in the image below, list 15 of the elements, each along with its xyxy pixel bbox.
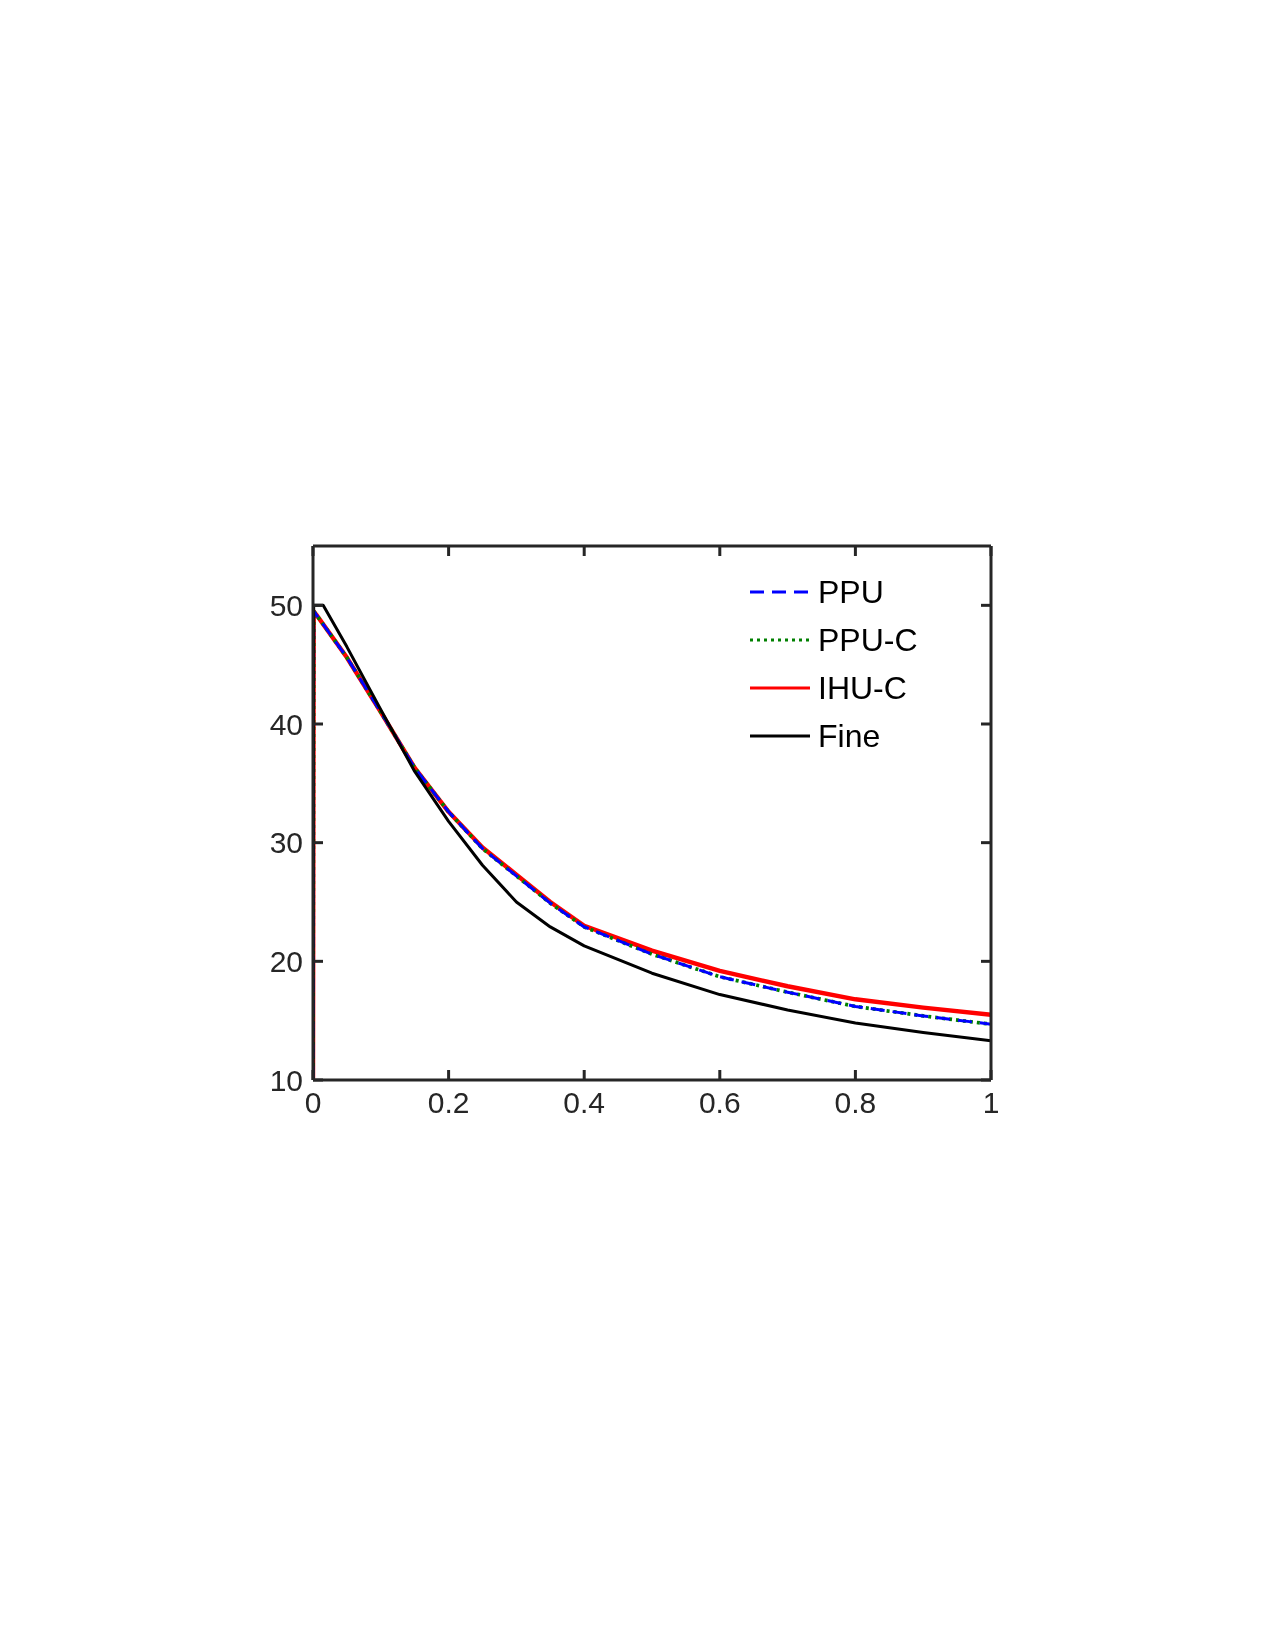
legend-label: PPU: [818, 573, 884, 611]
y-tick-label: 50: [269, 588, 303, 622]
legend-label: Fine: [818, 717, 881, 755]
legend-label: PPU-C: [818, 621, 918, 659]
legend-label: IHU-C: [818, 669, 907, 707]
y-tick-label: 20: [269, 944, 303, 978]
y-tick-label: 10: [269, 1063, 303, 1097]
x-tick-label: 0.6: [698, 1086, 741, 1120]
y-tick-label: 40: [269, 707, 303, 741]
x-tick-label: 0: [304, 1086, 322, 1120]
x-tick-label: 1: [982, 1086, 1000, 1120]
x-tick-label: 0.4: [563, 1086, 606, 1120]
x-tick-label: 0.2: [427, 1086, 470, 1120]
y-tick-label: 30: [269, 826, 303, 860]
x-tick-label: 0.8: [834, 1086, 877, 1120]
